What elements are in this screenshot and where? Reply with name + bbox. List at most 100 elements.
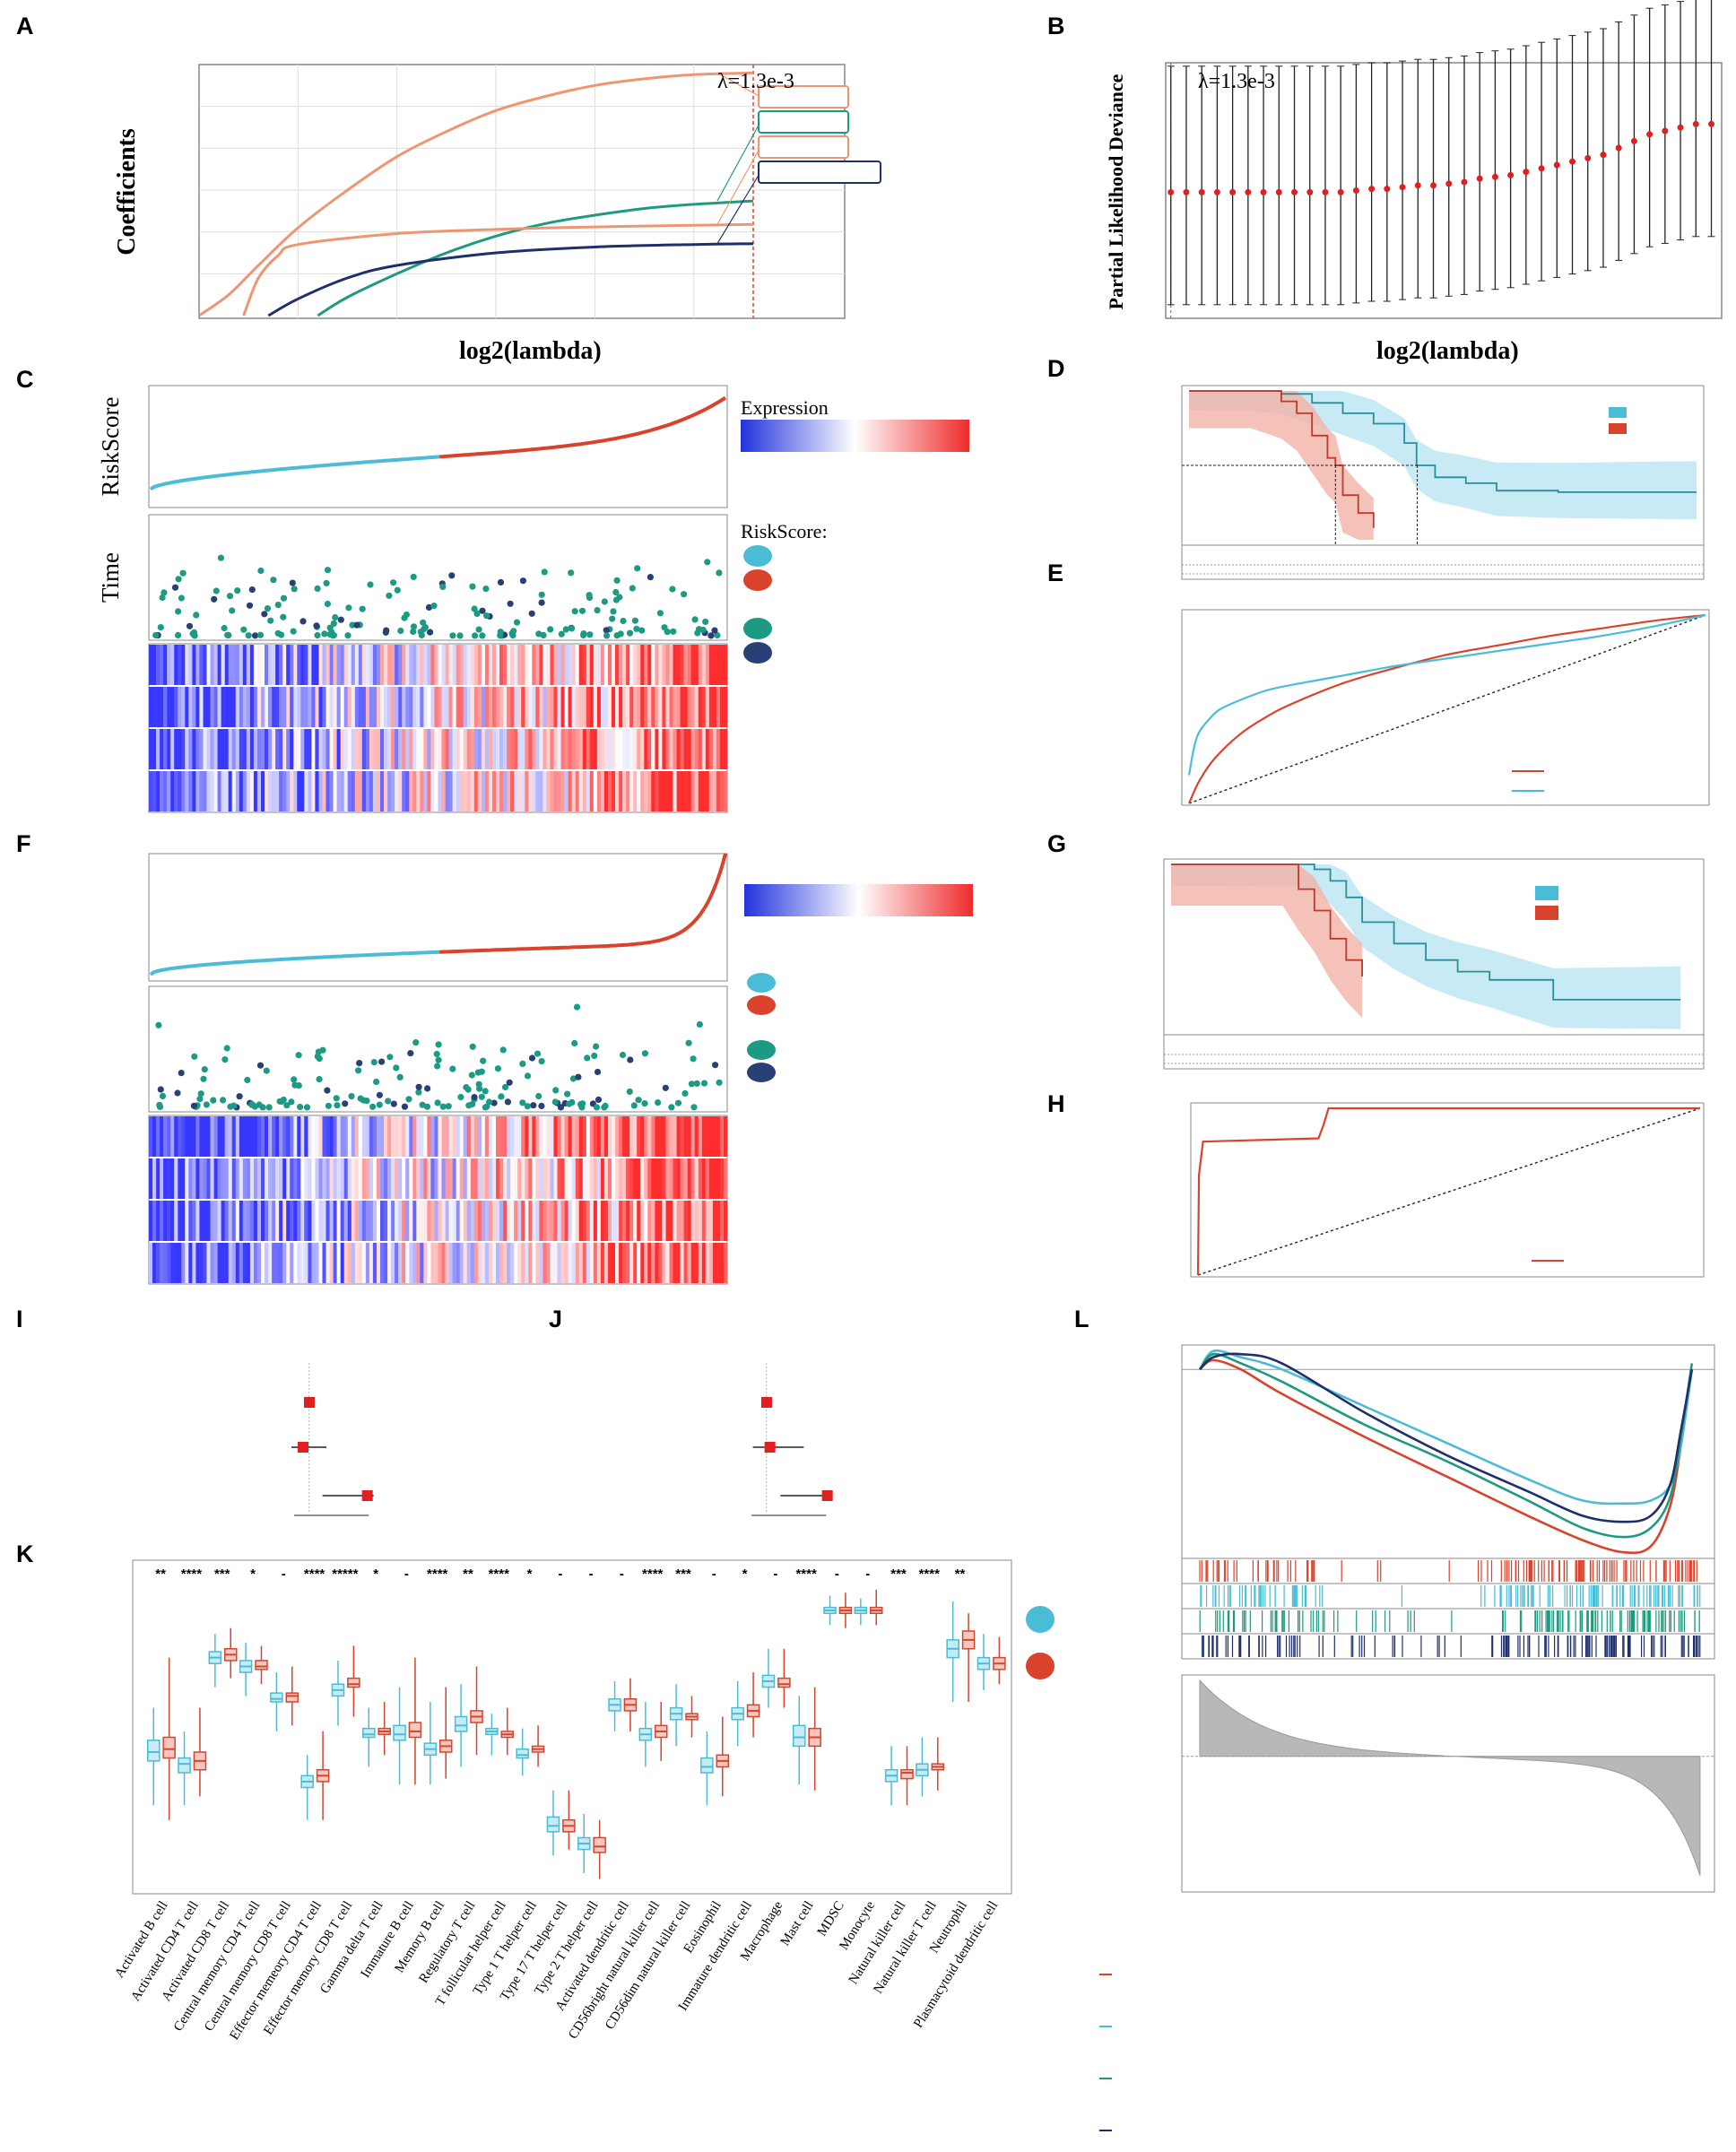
panel-c-heat-cell bbox=[268, 729, 273, 769]
panel-c-heat-cell bbox=[662, 771, 666, 811]
panel-c-heat-cell bbox=[477, 645, 482, 685]
panel-b-point bbox=[1476, 175, 1483, 182]
panel-h bbox=[1190, 1102, 1705, 1278]
panel-c-heat-cell bbox=[640, 687, 645, 727]
panel-f-heat-cell bbox=[380, 1116, 385, 1157]
panel-c-time-point bbox=[175, 631, 182, 639]
panel-c-heat-cell bbox=[557, 729, 561, 769]
panel-f-heat-cell bbox=[213, 1158, 218, 1199]
panel-c-heat-cell bbox=[615, 771, 620, 811]
panel-c-heat-cell bbox=[387, 645, 392, 685]
panel-c-time-point bbox=[321, 630, 328, 638]
panel-a-line-hspa4 bbox=[242, 222, 754, 317]
panel-f-heat-cell bbox=[228, 1243, 232, 1283]
panel-c-heat-cell bbox=[683, 771, 688, 811]
panel-f-heat-cell bbox=[496, 1243, 500, 1283]
panel-f-heat-cell bbox=[203, 1116, 207, 1157]
panel-c-heat-cell bbox=[365, 687, 370, 727]
panel-c-heat-cell bbox=[199, 729, 204, 769]
panel-f-heat-cell bbox=[665, 1158, 670, 1199]
panel-c-heat-cell bbox=[514, 729, 518, 769]
panel-c-heat-cell bbox=[629, 771, 634, 811]
panel-c-heat-cell bbox=[387, 771, 392, 811]
panel-f-time-point bbox=[449, 1065, 456, 1072]
panel-k-significance: - bbox=[712, 1566, 716, 1582]
panel-k-significance: - bbox=[558, 1566, 562, 1582]
panel-f-time-point bbox=[494, 1065, 502, 1072]
panel-c-heat-cell bbox=[329, 687, 334, 727]
panel-f-heat-cell bbox=[203, 1158, 207, 1199]
panel-f-heat-cell bbox=[308, 1243, 312, 1283]
panel-c-time-point bbox=[497, 578, 505, 586]
panel-f-heat-cell bbox=[535, 1116, 540, 1157]
panel-f-heat-cell bbox=[619, 1201, 623, 1241]
panel-label-c: C bbox=[16, 366, 34, 393]
panel-c-heat-cell bbox=[550, 729, 554, 769]
panel-f-heat-cell bbox=[456, 1243, 460, 1283]
panel-f-heat-cell bbox=[163, 1116, 168, 1157]
panel-c-heat-cell bbox=[160, 729, 164, 769]
panel-f-heat-cell bbox=[510, 1116, 515, 1157]
panel-f-heat-cell bbox=[235, 1116, 240, 1157]
panel-f-time-point bbox=[370, 1059, 378, 1066]
panel-f-heat-cell bbox=[615, 1116, 620, 1157]
panel-c-heat-cell bbox=[282, 729, 287, 769]
panel-f-time-point bbox=[190, 1102, 197, 1109]
panel-c-heat-cell bbox=[694, 729, 699, 769]
panel-f-time-point bbox=[203, 1101, 210, 1108]
panel-f-time-point bbox=[415, 1089, 422, 1096]
panel-c-time-point bbox=[383, 627, 390, 634]
panel-c-time-point bbox=[568, 569, 575, 577]
panel-c-heat-cell bbox=[195, 771, 200, 811]
panel-c-heat-cell bbox=[387, 687, 392, 727]
panel-f-heat-cell bbox=[582, 1201, 587, 1241]
panel-f-heat-cell bbox=[676, 1201, 681, 1241]
panel-c-heat-cell bbox=[420, 771, 424, 811]
panel-c-heat-cell bbox=[300, 687, 305, 727]
panel-c-heat-cell bbox=[199, 687, 204, 727]
panel-f-heat-cell bbox=[311, 1243, 316, 1283]
panel-c-heat-cell bbox=[507, 771, 511, 811]
panel-f-heat-cell bbox=[261, 1116, 265, 1157]
panel-c-heat-cell bbox=[564, 687, 569, 727]
panel-c-heat-cell bbox=[242, 771, 247, 811]
panel-c-heat-cell bbox=[181, 771, 186, 811]
panel-b-point bbox=[1384, 186, 1391, 193]
panel-c-heat-cell bbox=[253, 645, 258, 685]
panel-b-point bbox=[1600, 152, 1607, 159]
panel-c-heat-cell bbox=[308, 687, 312, 727]
panel-c-heat-cell bbox=[163, 729, 168, 769]
panel-f-heat-cell bbox=[510, 1243, 515, 1283]
panel-f-time-point bbox=[557, 1104, 565, 1111]
panel-c-heat-cell bbox=[380, 771, 385, 811]
panel-c-time-point bbox=[609, 615, 616, 622]
panel-f-heat-cell bbox=[647, 1158, 652, 1199]
panel-c-heat-cell bbox=[578, 687, 583, 727]
panel-f-time-point bbox=[501, 1083, 509, 1090]
panel-f-heat-cell bbox=[719, 1201, 725, 1241]
panel-c-heat-cell bbox=[372, 687, 378, 727]
panel-f-time-point bbox=[524, 1072, 532, 1080]
panel-f-heat-cell bbox=[213, 1116, 218, 1157]
panel-c-heat-cell bbox=[409, 771, 413, 811]
panel-c-heat-cell bbox=[203, 645, 207, 685]
panel-f-heat-cell bbox=[228, 1116, 232, 1157]
panel-c-heat-cell bbox=[178, 771, 182, 811]
panel-f-heat-cell bbox=[427, 1201, 431, 1241]
panel-c-heat-cell bbox=[265, 729, 269, 769]
panel-c-time-point bbox=[603, 627, 610, 634]
panel-f-heat-cell bbox=[633, 1201, 638, 1241]
panel-c-heat-cell bbox=[275, 687, 280, 727]
panel-c-heat-cell bbox=[448, 645, 453, 685]
panel-c-heat-cell bbox=[387, 729, 392, 769]
panel-f-time-point bbox=[369, 1103, 377, 1110]
panel-c-time-point bbox=[613, 577, 621, 584]
panel-f-heat-cell bbox=[441, 1201, 446, 1241]
panel-c-time-point bbox=[337, 616, 344, 623]
panel-f-heat-cell bbox=[420, 1116, 424, 1157]
panel-c-heat-cell bbox=[568, 729, 572, 769]
panel-c-time-point bbox=[246, 602, 254, 609]
panel-f-heat-cell bbox=[582, 1243, 587, 1283]
panel-f-heat-cell bbox=[279, 1201, 283, 1241]
